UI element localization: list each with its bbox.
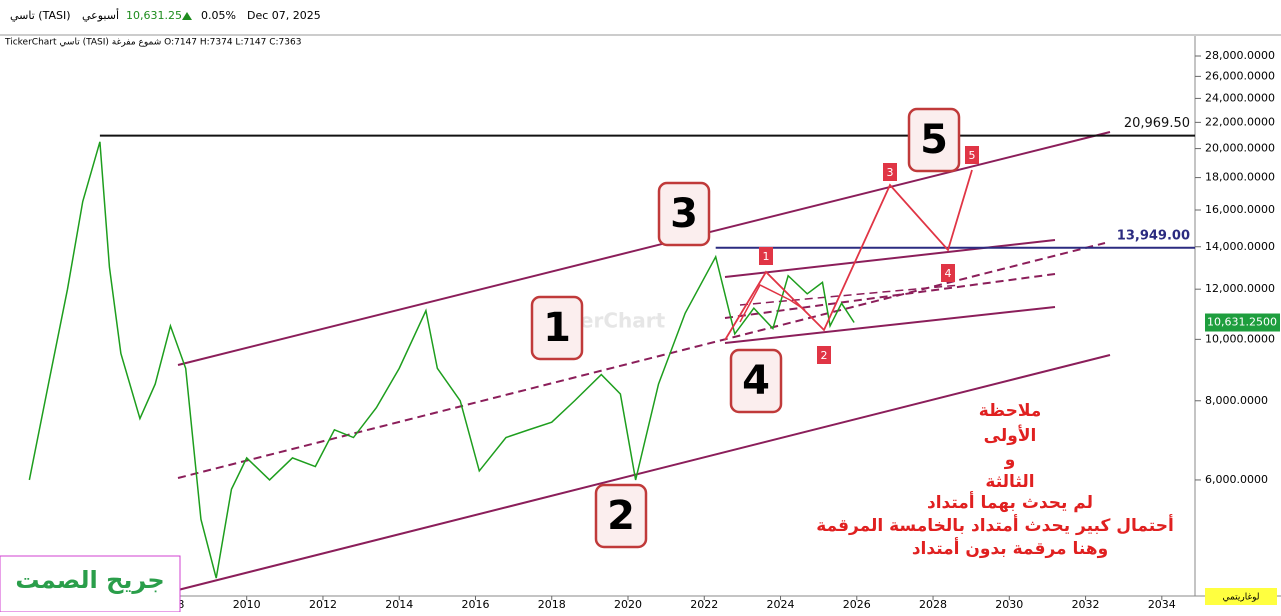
wave-box xyxy=(530,295,584,361)
wave-label: 4 xyxy=(742,358,770,404)
sub-wave-box xyxy=(941,264,955,282)
note-line: الثالثة xyxy=(985,472,1034,492)
price: 10,631.25 xyxy=(126,9,182,22)
y-tick-label: 28,000.0000 xyxy=(1205,49,1275,62)
scale-mode: لوغاريتمي xyxy=(1222,593,1259,603)
note-line: وهنا مرقمة بدون أمتداد xyxy=(912,537,1108,559)
y-tick-label: 24,000.0000 xyxy=(1205,91,1275,104)
x-tick-label: 2016 xyxy=(461,598,489,611)
y-tick-label: 6,000.0000 xyxy=(1205,473,1268,486)
price-tag-label: 10,631.2500 xyxy=(1207,316,1277,329)
level-label: 20,969.50 xyxy=(1124,116,1190,131)
price-tag xyxy=(1205,313,1280,332)
wave-box xyxy=(594,483,648,549)
level-label: 13,949.00 xyxy=(1117,228,1190,243)
y-tick-label: 10,000.0000 xyxy=(1205,332,1275,345)
y-tick-label: 20,000.0000 xyxy=(1205,142,1275,155)
x-tick-label: 2026 xyxy=(843,598,871,611)
y-tick-label: 14,000.0000 xyxy=(1205,240,1275,253)
x-tick-label: 2032 xyxy=(1072,598,1100,611)
scale-mode-box xyxy=(1205,588,1277,605)
note-line: الأولى xyxy=(984,425,1037,446)
sub-wave-label: 3 xyxy=(887,166,894,179)
info: TickerChart تاسي (TASI) شموع مفرغة O:714… xyxy=(4,38,301,48)
note-line: ملاحظة xyxy=(979,401,1042,421)
signature: جريح الصمت xyxy=(15,566,164,594)
signature-box xyxy=(0,555,181,613)
wave-label: 5 xyxy=(920,117,948,163)
x-tick-label: 2018 xyxy=(538,598,566,611)
wave-box xyxy=(907,107,961,173)
note-line: أحتمال كبير يحدث أمتداد بالخامسة المرقمة xyxy=(816,514,1174,536)
wave-label: 3 xyxy=(670,191,698,237)
date: Dec 07, 2025 xyxy=(247,9,321,22)
x-tick-label: 2030 xyxy=(995,598,1023,611)
x-tick-label: 2014 xyxy=(385,598,413,611)
channel-lower xyxy=(177,354,1111,591)
sub-wave-label: 4 xyxy=(945,267,952,280)
y-tick-label: 22,000.0000 xyxy=(1205,115,1275,128)
wave-label: 1 xyxy=(543,305,571,351)
sub-wave-label: 5 xyxy=(969,149,976,162)
period: أسبوعي xyxy=(82,8,119,22)
x-tick-label: 2022 xyxy=(690,598,718,611)
y-tick-label: 8,000.0000 xyxy=(1205,394,1268,407)
up-arrow xyxy=(182,12,192,20)
price-line xyxy=(28,141,855,579)
x-tick-label: 2034 xyxy=(1148,598,1176,611)
y-tick-label: 18,000.0000 xyxy=(1205,171,1275,184)
wave-path-small xyxy=(739,284,806,323)
x-tick-label: 2024 xyxy=(767,598,795,611)
sub-wave-box xyxy=(759,247,773,265)
sub-wave-box xyxy=(965,146,979,164)
x-tick-label: 2028 xyxy=(919,598,947,611)
note-line: لم يحدث بهما أمتداد xyxy=(927,491,1093,513)
note-line: و xyxy=(1004,450,1016,470)
y-tick-label: 16,000.0000 xyxy=(1205,203,1275,216)
wave-path xyxy=(724,169,973,341)
y-tick-label: 12,000.0000 xyxy=(1205,282,1275,295)
x-tick-label: 2010 xyxy=(233,598,261,611)
sub-wave-box xyxy=(883,163,897,181)
small-channel-upper xyxy=(724,239,1056,278)
small-channel-lower xyxy=(724,306,1056,344)
wave-box xyxy=(657,181,711,247)
x-tick-label: 2012 xyxy=(309,598,337,611)
header-bar xyxy=(0,0,1281,35)
small-channel-mid2 xyxy=(739,284,961,306)
sub-wave-label: 2 xyxy=(821,349,828,362)
change: 0.05% xyxy=(201,9,236,22)
x-tick-label: 2020 xyxy=(614,598,642,611)
wave-box xyxy=(729,348,783,414)
sub-wave-label: 1 xyxy=(763,250,770,263)
small-channel-mid xyxy=(724,273,1056,319)
wave-label: 2 xyxy=(607,493,635,539)
y-tick-label: 26,000.0000 xyxy=(1205,69,1275,82)
sub-wave-box xyxy=(817,346,831,364)
symbol: تاسي (TASI) xyxy=(10,9,71,22)
channel-middle xyxy=(177,242,1106,479)
